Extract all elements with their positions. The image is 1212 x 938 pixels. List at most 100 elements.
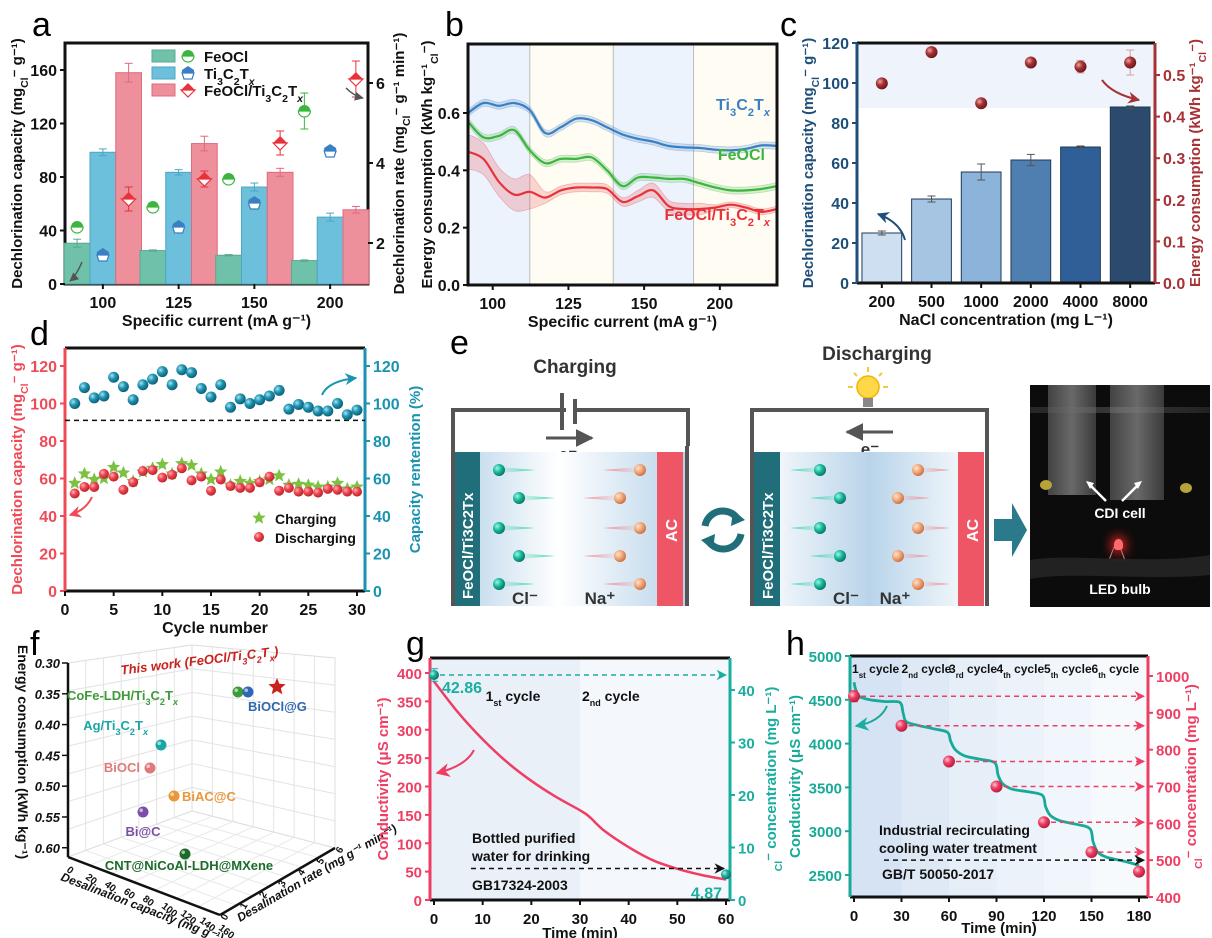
- panel-a-chart: 0 40 80 120 160 2 4 6 100 125 150 200 Specific curre…: [9, 33, 413, 330]
- left-axis-pointer-arrow: [68, 496, 93, 518]
- panel-label-e: e: [450, 324, 469, 362]
- discharging-point-23: [283, 482, 294, 493]
- x-axis-title: Specific current (mA g⁻¹): [528, 314, 717, 331]
- anion-tail: [790, 581, 819, 587]
- x-axis-tick-label: 5: [109, 602, 118, 619]
- grid-line: [103, 843, 254, 897]
- anion-label-discharging: Cl⁻: [833, 589, 859, 608]
- grid-line: [198, 842, 315, 908]
- right-axis-tick-label: 80: [373, 434, 391, 451]
- rate-point-Ti3C2Tx-150-lower: [247, 202, 262, 210]
- retention-point-13: [186, 367, 198, 379]
- charging-point-18: [233, 474, 247, 487]
- x-axis-tick-label: 30: [348, 602, 366, 619]
- left-axis-tick-label: 2500: [809, 868, 842, 885]
- anion-ion: [513, 492, 525, 504]
- anion-label-charging: Cl⁻: [512, 589, 538, 608]
- discharging-title: Discharging: [822, 344, 932, 365]
- energy-point-500: [925, 46, 938, 59]
- legend-charging-label: Charging: [275, 511, 336, 527]
- cation-ion: [614, 550, 626, 562]
- left-axis-tick-label: 20: [39, 547, 57, 564]
- discharging-circuit-wire: [750, 408, 989, 446]
- z-tick-label: 0.50: [35, 779, 61, 794]
- point-ag-ti3c2tx-highlight: [157, 741, 161, 745]
- panel-label-b: b: [445, 6, 464, 44]
- y2-axis-title: Dechlorination rate (mgCl⁻ g⁻¹ min⁻¹): [391, 33, 413, 295]
- energy-point-1000: [975, 97, 988, 110]
- grid-line: [191, 691, 336, 713]
- rate-point-FeOCl-150-lower: [222, 178, 236, 186]
- discharging-point-24: [293, 486, 304, 497]
- grid-line: [191, 715, 336, 740]
- grid-line: [89, 815, 213, 866]
- left-axis-tick-label: 50: [405, 865, 422, 882]
- grid-line: [67, 691, 193, 719]
- anion-tail: [499, 581, 535, 587]
- retention-point-1: [69, 398, 81, 409]
- anion-ion: [814, 522, 826, 534]
- grid-line: [132, 826, 254, 883]
- x-axis-tick-label: 125: [555, 296, 582, 313]
- rate-point-FeOCl-Ti3C2Tx-100: [121, 192, 136, 199]
- right-axis-tick-label: 0: [738, 893, 746, 910]
- grid-line: [156, 823, 303, 868]
- rate-point-Ti3C2Tx-125-lower: [171, 226, 186, 234]
- anion-ion: [493, 522, 505, 534]
- retention-point-9: [147, 373, 159, 385]
- cl-value-initial: 42.86: [442, 680, 482, 697]
- rate-point-FeOCl-100: [71, 221, 84, 227]
- panel-label-c: c: [780, 6, 797, 44]
- y2-axis-title: Cl⁻ concentration (mg L⁻¹): [763, 687, 785, 872]
- cycle-arrows-icon: [701, 507, 745, 553]
- z-tick-label: 0.55: [35, 810, 61, 825]
- y-axis-title: Energy consumption (kWh kg⁻¹Cl⁻): [419, 40, 441, 288]
- energy-point-200: [875, 77, 888, 90]
- standard-text-line-2: water for drinking: [471, 848, 590, 864]
- cation-tail: [603, 581, 638, 587]
- point-cofe-ldh-ti3c2tx: [232, 686, 244, 698]
- rate-point-Ti3C2Tx-100-lower: [96, 254, 110, 262]
- line-FeOCl-Ti3C2Tx: [467, 150, 778, 214]
- retention-point-4: [98, 390, 110, 402]
- standard-text-line-1: Industrial recirculating: [879, 822, 1030, 838]
- anion-ion: [834, 492, 846, 504]
- retention-point-16: [215, 379, 227, 391]
- discharging-cell-electrolyte: [754, 452, 985, 606]
- x-axis-tick-label: 125: [165, 295, 192, 312]
- left-axis-tick-label: 0: [840, 276, 849, 293]
- cl-point-60: [943, 755, 955, 768]
- discharging-ions: [790, 464, 950, 590]
- bar-FeOCl-Ti3C2Tx-100: [115, 72, 143, 285]
- discharging-point-13: [186, 475, 197, 486]
- left-axis-tick-label: 150: [397, 808, 422, 825]
- cation-ion: [614, 492, 626, 504]
- discharging-point-12: [176, 463, 187, 474]
- x-axis-tick-label: 8000: [1112, 294, 1148, 311]
- z-tick-label: 0.60: [35, 841, 61, 856]
- anion-tail: [499, 525, 535, 531]
- anion-tail: [499, 467, 535, 473]
- left-axis-tick-label: 60: [39, 472, 57, 489]
- retention-point-21: [263, 390, 275, 402]
- retention-point-27: [322, 405, 334, 417]
- x-axis-title: NaCl concentration (mg L⁻¹): [899, 312, 1113, 329]
- x-axis-tick-label: 150: [241, 295, 268, 312]
- charging-point-22: [272, 468, 286, 482]
- retention-point-15: [205, 391, 217, 403]
- legend-marker-lower: [179, 89, 197, 98]
- label-point-biocl-g: BiOCl@G: [248, 699, 307, 714]
- cation-tail: [920, 581, 950, 587]
- grid-line: [120, 836, 270, 887]
- series-label-composite: FeOCl/Ti3C2Tx: [664, 207, 770, 229]
- cation-tail: [920, 525, 950, 531]
- legend-marker-lower: [181, 72, 195, 80]
- rate-point-FeOCl-150: [222, 173, 235, 179]
- discharging-point-1: [69, 488, 80, 499]
- charging-point-6: [116, 465, 131, 479]
- x-axis-tick-label: 200: [706, 296, 733, 313]
- right-axis-tick-label: 40: [738, 683, 755, 700]
- bar-200: [861, 232, 903, 284]
- anion-tail: [810, 495, 839, 501]
- right-axis-tick-label: 600: [1156, 816, 1181, 833]
